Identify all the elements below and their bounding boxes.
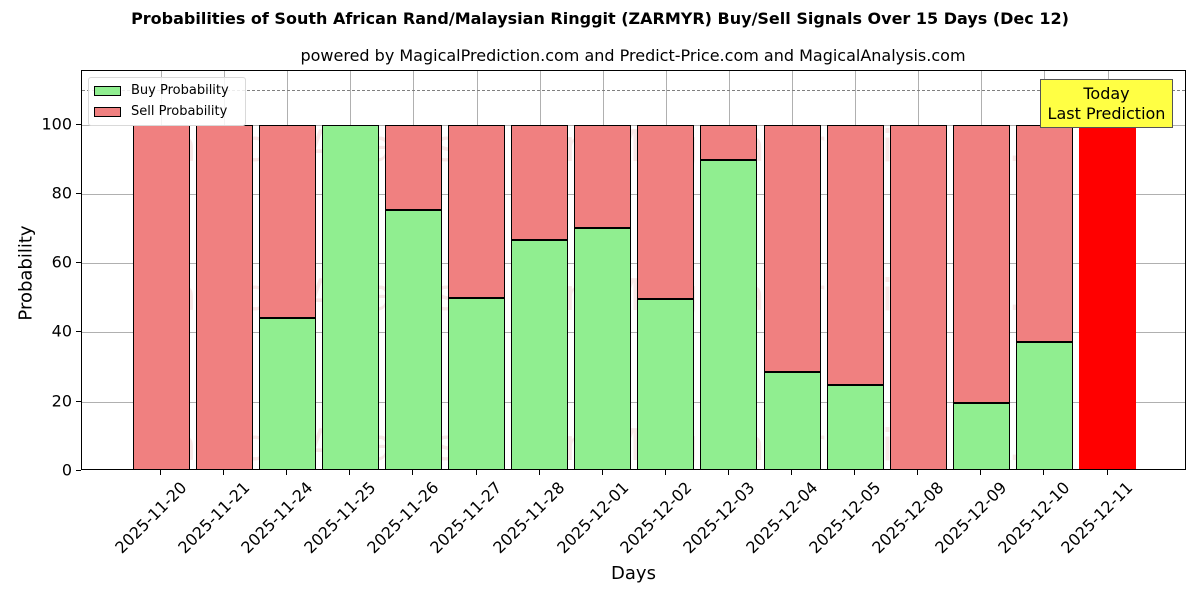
x-tick	[286, 470, 288, 475]
legend-item-buy: Buy Probability	[94, 83, 229, 98]
gridline-horizontal	[82, 332, 1185, 334]
x-tick	[917, 470, 919, 475]
x-tick	[1043, 470, 1045, 475]
y-tick	[76, 400, 81, 402]
x-tick	[980, 470, 982, 475]
legend-item-sell: Sell Probability	[94, 104, 227, 119]
sell-bar	[952, 124, 1010, 404]
y-axis-label: Probability	[15, 225, 37, 321]
threshold-dashed-line	[82, 89, 1185, 91]
gridline-horizontal	[82, 401, 1185, 403]
sell-bar	[889, 124, 947, 469]
x-tick	[160, 470, 161, 475]
sell-bar	[448, 124, 505, 299]
y-tick	[76, 192, 81, 194]
buy-bar	[448, 298, 505, 469]
y-tick	[76, 262, 81, 264]
buy-bar	[258, 317, 316, 469]
buy-bar	[321, 124, 379, 469]
legend-buy-label: Buy Probability	[131, 83, 229, 98]
today-bar	[1079, 124, 1136, 469]
x-tick	[475, 470, 477, 475]
x-tick	[727, 470, 729, 475]
chart-title: Probabilities of South African Rand/Mala…	[131, 9, 1069, 28]
sell-bar	[826, 124, 884, 386]
buy-bar	[700, 160, 758, 469]
x-tick	[1106, 470, 1108, 475]
annotation-line-1: Today	[1083, 84, 1130, 103]
sell-bar	[384, 124, 442, 211]
buy-swatch-icon	[94, 85, 121, 96]
sell-bar	[574, 124, 632, 229]
y-tick-label: 0	[61, 460, 72, 480]
y-tick	[76, 470, 81, 471]
buy-bar	[574, 228, 632, 469]
sell-swatch-icon	[94, 106, 121, 117]
x-tick	[538, 470, 540, 475]
buy-bar	[637, 299, 695, 469]
y-tick	[76, 331, 81, 333]
y-tick-label: 60	[51, 252, 72, 272]
buy-bar	[1015, 341, 1073, 469]
y-tick-label: 20	[51, 391, 72, 411]
annotation-line-2: Last Prediction	[1047, 104, 1166, 123]
chart-subtitle: powered by MagicalPrediction.com and Pre…	[300, 46, 966, 65]
x-tick	[223, 470, 225, 475]
sell-bar	[700, 124, 758, 161]
plot-area: MagicalAnalysis.comMagicalPrediction.com…	[81, 70, 1186, 470]
x-tick	[854, 470, 856, 475]
legend: Buy Probability Sell Probability	[88, 77, 246, 126]
x-tick	[349, 470, 351, 475]
buy-bar	[511, 240, 569, 469]
gridline-horizontal	[82, 263, 1185, 265]
gridline-horizontal	[82, 124, 1185, 126]
y-tick	[76, 123, 81, 125]
x-tick	[412, 470, 414, 475]
gridline-horizontal	[82, 193, 1185, 195]
x-tick	[601, 470, 603, 475]
buy-bar	[763, 372, 821, 469]
buy-bar	[952, 403, 1010, 469]
today-annotation: Today Last Prediction	[1040, 79, 1173, 128]
y-tick-label: 100	[41, 114, 72, 133]
y-tick-label: 40	[51, 321, 72, 341]
buy-bar	[384, 210, 442, 469]
sell-bar	[511, 124, 569, 241]
sell-bar	[132, 124, 190, 469]
sell-bar	[763, 124, 821, 373]
sell-bar	[195, 124, 253, 469]
y-tick-label: 80	[51, 183, 72, 203]
legend-sell-label: Sell Probability	[131, 104, 228, 119]
x-tick	[664, 470, 666, 475]
sell-bar	[637, 124, 695, 300]
x-axis-label: Days	[611, 563, 656, 584]
sell-bar	[258, 124, 316, 318]
buy-bar	[826, 385, 884, 469]
sell-bar	[1015, 124, 1073, 342]
x-tick	[791, 470, 792, 475]
